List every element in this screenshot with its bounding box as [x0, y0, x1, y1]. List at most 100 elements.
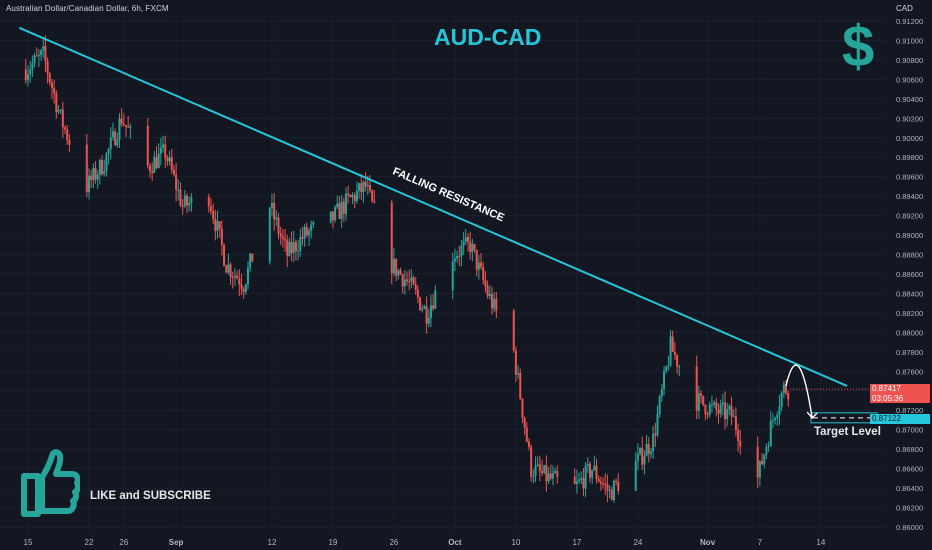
candle-body: [606, 484, 609, 491]
candle-body: [246, 267, 249, 285]
y-tick-label: 0.86800: [896, 445, 923, 454]
candle-body: [305, 227, 308, 236]
candle-body: [419, 297, 422, 311]
candle-body: [721, 402, 724, 405]
y-tick-label: 0.89000: [896, 231, 923, 240]
candle-body: [218, 221, 221, 229]
candle-body: [85, 144, 88, 193]
candle-body: [105, 153, 108, 172]
candle-body: [231, 276, 234, 278]
candle-body: [220, 228, 223, 246]
candle-body: [595, 465, 598, 479]
candle-body: [96, 174, 99, 180]
candle-body: [162, 144, 165, 148]
candle-body: [580, 477, 583, 480]
candle-body: [345, 193, 348, 214]
candle-body: [159, 147, 162, 154]
candle-body: [471, 244, 474, 253]
candle-body: [732, 416, 735, 418]
candle-body: [353, 194, 356, 201]
candle-body: [183, 195, 186, 206]
countdown: 03:05:36: [872, 393, 904, 403]
candle-body: [717, 409, 720, 414]
candle-body: [109, 137, 112, 150]
candle-body: [523, 417, 526, 428]
y-tick-label: 0.87200: [896, 406, 923, 415]
candle-body: [403, 279, 406, 287]
candle-body: [397, 270, 400, 276]
candle-body: [652, 433, 655, 452]
candle-body: [177, 189, 180, 191]
candle-body: [249, 253, 252, 268]
candle-body: [602, 483, 605, 485]
x-tick-label: 15: [24, 538, 33, 547]
candle-body: [593, 465, 596, 471]
candle-body: [726, 409, 729, 419]
y-tick-label: 0.89800: [896, 153, 923, 162]
candle-body: [737, 429, 740, 441]
candle-body: [469, 241, 472, 253]
candle-body: [270, 202, 273, 208]
x-tick-label: 22: [85, 538, 94, 547]
x-tick-label: 19: [328, 538, 337, 547]
candle-body: [342, 201, 345, 214]
candle-body: [68, 139, 71, 145]
candle-body: [37, 54, 40, 57]
candle-body: [645, 444, 648, 457]
candle-body: [480, 262, 483, 268]
candle-body: [188, 202, 191, 206]
candle-body: [525, 427, 528, 442]
candle-body: [547, 473, 550, 482]
candle-body: [408, 281, 411, 283]
candle-body: [351, 194, 354, 198]
candle-body: [48, 73, 51, 83]
candle-body: [59, 109, 62, 111]
candle-body: [336, 203, 339, 208]
candle-body: [371, 190, 374, 202]
candle-body: [460, 245, 463, 257]
candle-body: [233, 275, 236, 278]
candle-body: [294, 242, 297, 252]
candle-body: [42, 45, 45, 51]
candle-body: [190, 197, 193, 203]
dollar-icon: $: [842, 14, 875, 79]
candle-body: [780, 392, 783, 407]
candle-body: [55, 93, 58, 112]
candle-body: [488, 293, 491, 296]
candle-body: [214, 218, 217, 231]
candle-body: [101, 160, 104, 175]
candle-body: [148, 165, 151, 172]
candle-body: [787, 392, 790, 400]
candle-body: [307, 230, 310, 236]
candle-body: [225, 265, 228, 273]
candle-body: [146, 125, 149, 166]
x-tick-label: Nov: [700, 538, 716, 547]
candle-body: [288, 241, 291, 256]
candle-body: [636, 453, 639, 462]
candle-body: [667, 365, 670, 367]
candle-body: [554, 471, 557, 474]
candle-body: [458, 256, 461, 258]
x-tick-label: 17: [572, 538, 581, 547]
candle-body: [421, 308, 424, 311]
candle-body: [64, 127, 67, 130]
candle-body: [728, 406, 731, 410]
candle-body: [475, 249, 478, 270]
candle-body: [312, 222, 315, 225]
candle-body: [654, 433, 657, 436]
candle-body: [50, 82, 53, 89]
candle-body: [451, 261, 454, 291]
candle-body: [538, 464, 541, 471]
candle-body: [340, 201, 343, 219]
candle-body: [782, 384, 785, 393]
candle-body: [724, 402, 727, 419]
candle-body: [641, 447, 644, 465]
current-price: 0.87417: [872, 384, 901, 393]
candle-body: [273, 202, 276, 220]
candle-body: [521, 398, 524, 418]
candle-body: [649, 451, 652, 454]
candle-body: [673, 351, 676, 356]
candle-body: [329, 211, 332, 223]
